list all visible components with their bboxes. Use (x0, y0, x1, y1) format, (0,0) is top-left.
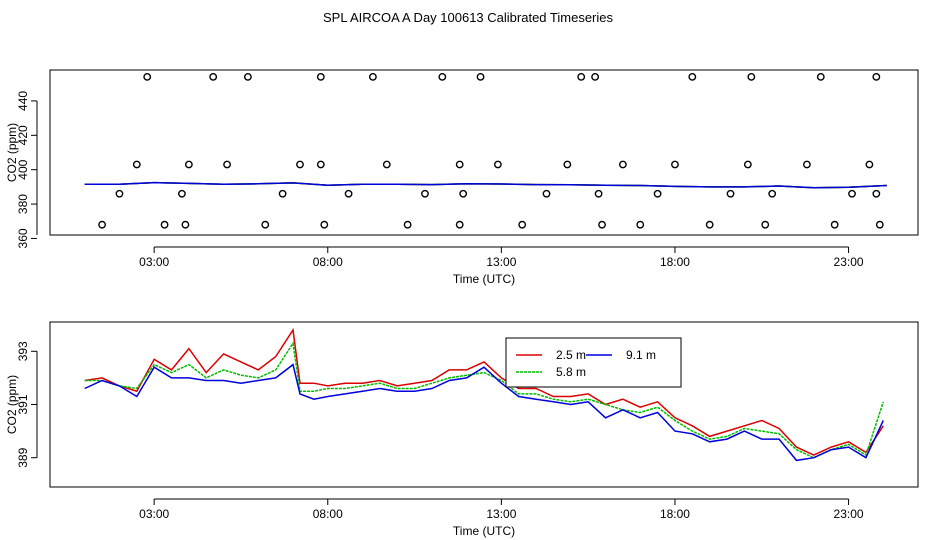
y-tick-label: 400 (16, 159, 30, 179)
scatter-point (178, 189, 186, 198)
scatter-point (816, 72, 825, 81)
y-tick-label: 389 (16, 447, 30, 467)
scatter-point (403, 220, 412, 229)
scatter-point (591, 72, 600, 81)
scatter-point (115, 189, 124, 198)
legend-label: 5.8 m (556, 365, 586, 379)
x-tick-label: 23:00 (834, 507, 864, 521)
scatter-point (143, 72, 152, 81)
upper-panel: 03:00 08:00 13:00 18:00 23:00 360 380 400 420 440… (5, 69, 919, 286)
x-tick-label: 13:00 (486, 507, 516, 521)
scatter-point (598, 220, 606, 229)
legend-box (505, 337, 682, 388)
scatter-point (653, 189, 662, 198)
scatter-point (223, 160, 231, 169)
series-line-blue (84, 181, 887, 189)
scatter-point (98, 220, 106, 229)
scatter-point (872, 72, 881, 81)
scatter-point (160, 220, 169, 229)
scatter-point (132, 160, 141, 169)
scatter-point (872, 189, 881, 198)
scatter-point (518, 220, 527, 229)
plot-frame (49, 321, 919, 488)
scatter-point (455, 160, 464, 169)
y-tick-label: 420 (16, 125, 30, 145)
y-axis-title: CO2 (ppm) (5, 375, 19, 434)
scatter-point (476, 72, 485, 81)
scatter-point (705, 220, 714, 229)
scatter-point (542, 189, 551, 198)
scatter-point (438, 72, 447, 81)
x-tick-label: 13:00 (486, 255, 516, 269)
scatter-point (244, 72, 252, 81)
scatter-point (743, 160, 752, 169)
x-tick-label: 18:00 (660, 255, 690, 269)
scatter-point (848, 189, 856, 198)
scatter-point (382, 160, 391, 169)
y-tick-label: 391 (16, 394, 30, 414)
legend-label: 9.1 m (626, 348, 656, 362)
scatter-point (726, 189, 735, 198)
scatter-point (209, 72, 218, 81)
plot-frame (49, 69, 919, 236)
y-tick-label: 380 (16, 194, 30, 214)
x-tick-label: 23:00 (834, 255, 864, 269)
scatter-point (768, 189, 777, 198)
x-axis-title: Time (UTC) (453, 524, 515, 538)
scatter-point (421, 189, 429, 198)
scatter-point (577, 72, 586, 81)
x-axis-title: Time (UTC) (453, 272, 515, 286)
y-tick-label: 360 (16, 228, 30, 248)
y-axis-title: CO2 (ppm) (5, 123, 19, 182)
scatter-point (865, 160, 874, 169)
series-line-9-1m (84, 363, 884, 462)
x-tick-label: 18:00 (660, 507, 690, 521)
scatter-point (184, 160, 193, 169)
scatter-point (181, 220, 190, 229)
scatter-point (368, 72, 377, 81)
y-tick-label: 440 (16, 91, 30, 111)
series-line-2-5m (84, 327, 884, 456)
scatter-point (618, 160, 627, 169)
series-line-5-8m (84, 341, 885, 459)
scatter-point (830, 220, 839, 229)
scatter-point (296, 160, 304, 169)
legend-label: 2.5 m (556, 348, 586, 362)
lower-panel: 03:00 08:00 13:00 18:00 23:00 389 391 393 Time (… (5, 321, 919, 538)
scatter-point (636, 220, 645, 229)
scatter-point (316, 72, 325, 81)
scatter-point (261, 220, 270, 229)
scatter-point (278, 189, 287, 198)
scatter-point (761, 220, 770, 229)
scatter-point (671, 160, 679, 169)
scatter-point (344, 189, 353, 198)
x-tick-label: 08:00 (313, 255, 343, 269)
scatter-point (455, 220, 464, 229)
scatter-point (688, 72, 697, 81)
x-tick-label: 03:00 (139, 255, 169, 269)
scatter-point (316, 160, 325, 169)
scatter-point (320, 220, 329, 229)
scatter-point (747, 72, 756, 81)
scatter-point (563, 160, 572, 169)
scatter-point (802, 160, 811, 169)
scatter-point (875, 220, 884, 229)
scatter-point (459, 189, 468, 198)
y-tick-label: 393 (16, 341, 30, 361)
scatter-point (594, 189, 603, 198)
x-tick-label: 03:00 (139, 507, 169, 521)
chart-title: SPL AIRCOA A Day 100613 Calibrated Times… (323, 10, 614, 25)
scatter-point (493, 160, 502, 169)
x-tick-label: 08:00 (313, 507, 343, 521)
